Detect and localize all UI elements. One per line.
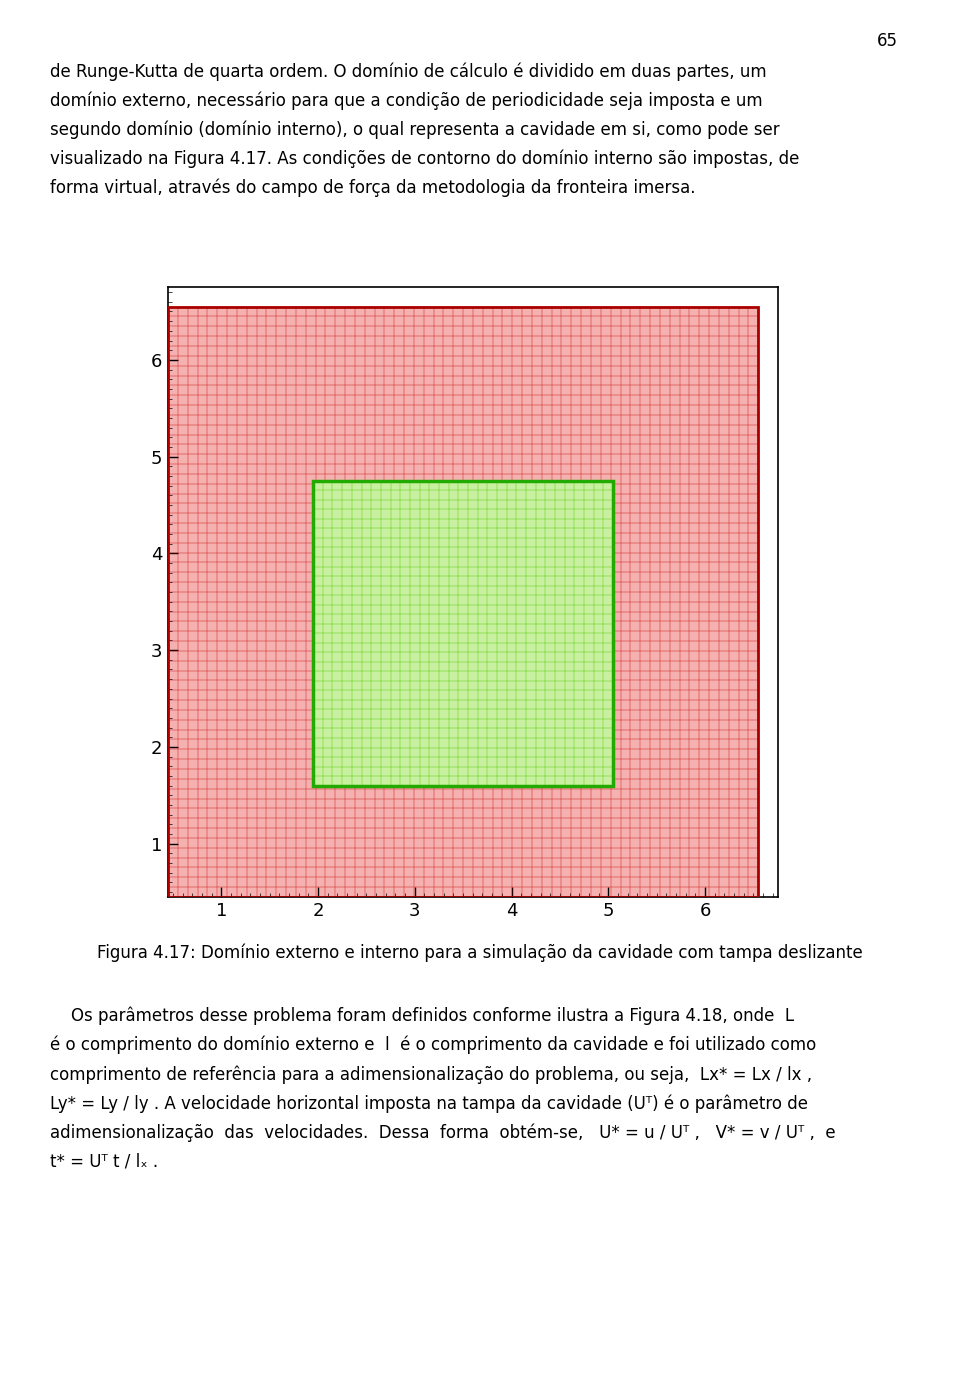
Text: segundo domínio (domínio interno), o qual representa a cavidade em si, como pode: segundo domínio (domínio interno), o qua… — [50, 120, 780, 138]
Text: domínio externo, necessário para que a condição de periodicidade seja imposta e : domínio externo, necessário para que a c… — [50, 91, 762, 109]
Text: forma virtual, através do campo de força da metodologia da fronteira imersa.: forma virtual, através do campo de força… — [50, 179, 695, 197]
Text: 65: 65 — [876, 32, 898, 50]
Text: visualizado na Figura 4.17. As condições de contorno do domínio interno são impo: visualizado na Figura 4.17. As condições… — [50, 150, 800, 168]
Text: Os parâmetros desse problema foram definidos conforme ilustra a Figura 4.18, ond: Os parâmetros desse problema foram defin… — [50, 1007, 794, 1025]
Bar — [313, 481, 613, 785]
Text: é o comprimento do domínio externo e  l  é o comprimento da cavidade e foi utili: é o comprimento do domínio externo e l é… — [50, 1036, 816, 1054]
Text: Ly* = Ly / ly . A velocidade horizontal imposta na tampa da cavidade (Uᵀ) é o pa: Ly* = Ly / ly . A velocidade horizontal … — [50, 1094, 808, 1112]
Bar — [313, 481, 613, 785]
Text: t* = Uᵀ t / lₓ .: t* = Uᵀ t / lₓ . — [50, 1152, 158, 1170]
Text: adimensionalização  das  velocidades.  Dessa  forma  obtém-se,   U* = u / Uᵀ ,  : adimensionalização das velocidades. Dess… — [50, 1123, 835, 1141]
Text: Figura 4.17: Domínio externo e interno para a simulação da cavidade com tampa de: Figura 4.17: Domínio externo e interno p… — [97, 943, 863, 961]
Text: comprimento de referência para a adimensionalização do problema, ou seja,  Lx* =: comprimento de referência para a adimens… — [50, 1065, 812, 1083]
Text: de Runge-Kutta de quarta ordem. O domínio de cálculo é dividido em duas partes, : de Runge-Kutta de quarta ordem. O domíni… — [50, 62, 766, 80]
